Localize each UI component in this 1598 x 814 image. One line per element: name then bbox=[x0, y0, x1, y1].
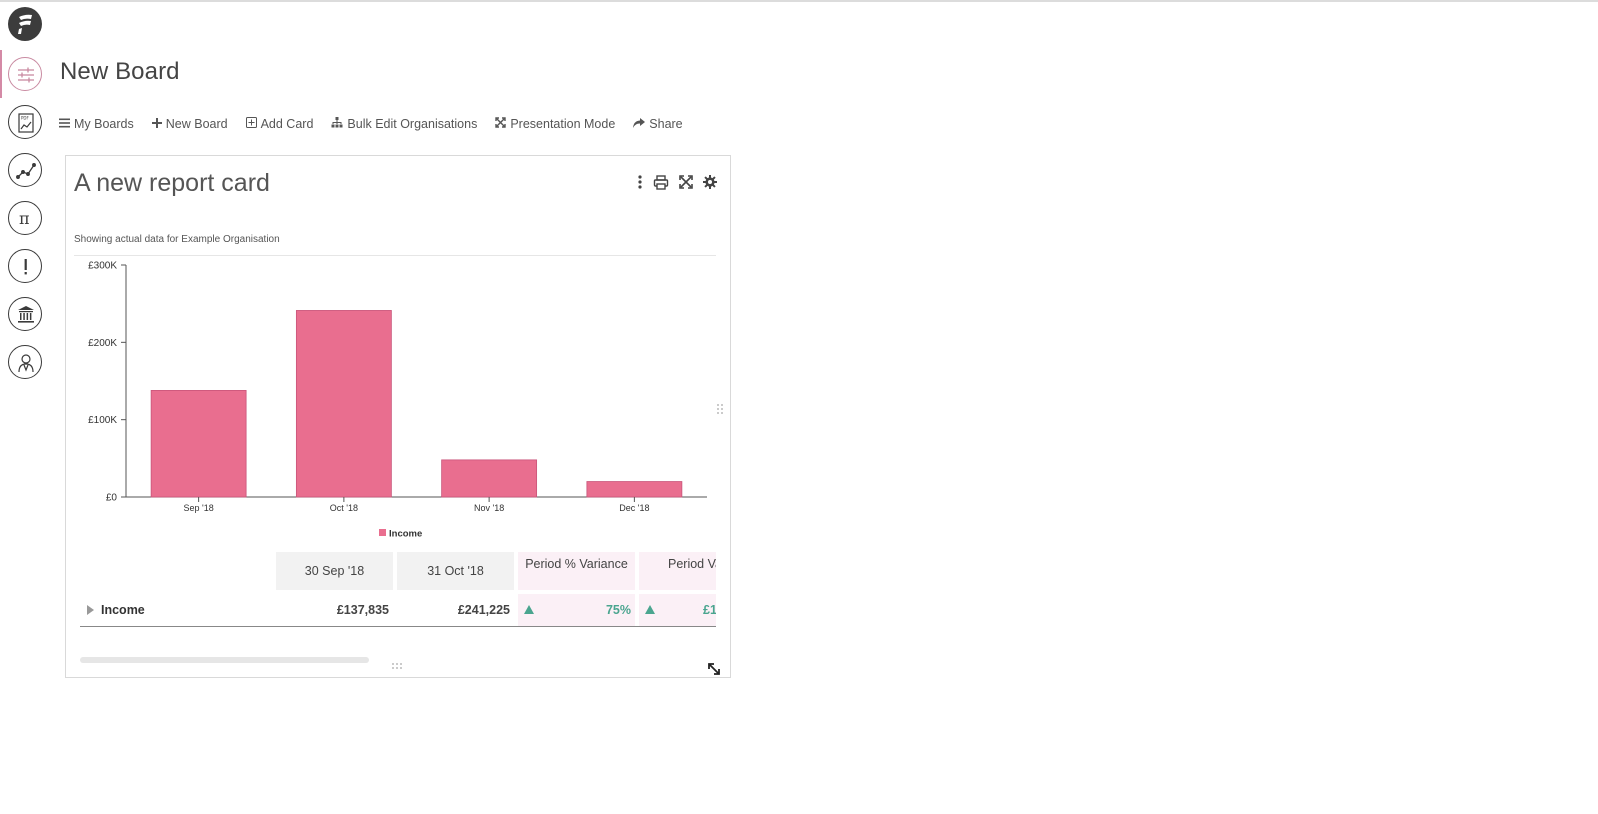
more-options-icon[interactable] bbox=[632, 174, 648, 192]
sidebar-item-organisations[interactable] bbox=[8, 297, 42, 331]
income-bar-chart: £0 £100K £200K £300K Sep '18 Oct '18 Nov '18 De… bbox=[88, 261, 707, 540]
settings-gear-icon[interactable] bbox=[702, 174, 718, 192]
cell-income-sep: £137,835 bbox=[336, 603, 389, 617]
card-divider bbox=[74, 255, 716, 256]
sidebar-item-trends[interactable] bbox=[8, 153, 42, 187]
expand-row-icon[interactable] bbox=[86, 594, 96, 626]
bottom-resize-grip-icon[interactable] bbox=[391, 662, 403, 673]
x-tick-label: Sep '18 bbox=[184, 503, 214, 513]
plus-square-icon bbox=[245, 117, 261, 131]
x-tick-label: Oct '18 bbox=[330, 503, 358, 513]
share-label: Share bbox=[649, 117, 683, 131]
variance-value: £1 bbox=[703, 603, 716, 617]
sidebar-item-users[interactable] bbox=[8, 345, 42, 379]
my-boards-label: My Boards bbox=[74, 117, 134, 131]
bulk-edit-label: Bulk Edit Organisations bbox=[347, 117, 478, 131]
column-header-period-pct-variance: Period % Variance bbox=[518, 552, 635, 590]
presentation-mode-label: Presentation Mode bbox=[510, 117, 616, 131]
increase-arrow-icon bbox=[645, 605, 655, 614]
print-icon[interactable] bbox=[653, 174, 669, 192]
bar bbox=[586, 481, 683, 498]
report-card: A new report card Showing actual data fo… bbox=[65, 155, 731, 678]
add-card-label: Add Card bbox=[260, 117, 314, 131]
table-row: Income £137,835 £241,225 75% £1 bbox=[80, 594, 716, 626]
bulk-edit-organisations-button[interactable]: Bulk Edit Organisations bbox=[331, 117, 477, 131]
column-header-31-oct: 31 Oct '18 bbox=[397, 552, 514, 590]
table-rule bbox=[80, 626, 716, 627]
sidebar-item-alerts[interactable] bbox=[8, 249, 42, 283]
column-header-30-sep: 30 Sep '18 bbox=[276, 552, 393, 590]
y-tick-label: £200K bbox=[88, 338, 117, 349]
top-divider bbox=[0, 0, 1598, 2]
x-tick-label: Nov '18 bbox=[474, 503, 504, 513]
bar bbox=[441, 459, 538, 498]
pct-variance-value: 75% bbox=[605, 603, 631, 617]
sidebar-item-boards[interactable] bbox=[8, 57, 42, 91]
presentation-mode-button[interactable]: Presentation Mode bbox=[495, 117, 615, 131]
bar bbox=[295, 310, 392, 498]
new-board-button[interactable]: New Board bbox=[151, 117, 228, 131]
new-board-label: New Board bbox=[165, 117, 228, 131]
list-icon bbox=[59, 117, 74, 131]
app-logo-icon[interactable] bbox=[8, 7, 42, 41]
share-button[interactable]: Share bbox=[633, 117, 683, 131]
active-nav-indicator bbox=[0, 50, 2, 98]
sidebar-item-formulas[interactable]: π bbox=[8, 201, 42, 235]
corner-resize-icon[interactable] bbox=[706, 661, 722, 677]
sidebar-item-pdf-reports[interactable]: PDF bbox=[8, 105, 42, 139]
x-tick-label: Dec '18 bbox=[619, 503, 649, 513]
page-title: New Board bbox=[60, 58, 180, 85]
column-header-period-variance: Period Va bbox=[639, 552, 716, 590]
y-tick-label: £0 bbox=[106, 493, 118, 504]
sidebar: PDF π bbox=[0, 0, 52, 814]
cell-income-pct-variance: 75% bbox=[518, 594, 635, 626]
legend-swatch bbox=[379, 529, 386, 536]
sitemap-icon bbox=[331, 117, 347, 131]
board-toolbar: My Boards New Board Add Card Bulk Edit O… bbox=[59, 116, 701, 132]
card-subtitle: Showing actual data for Example Organisa… bbox=[74, 234, 280, 245]
legend-label: Income bbox=[389, 529, 422, 540]
y-tick-label: £300K bbox=[88, 261, 117, 272]
y-tick-label: £100K bbox=[88, 415, 117, 426]
expand-arrows-icon bbox=[495, 117, 510, 131]
cell-income-variance: £1 bbox=[639, 594, 716, 626]
increase-arrow-icon bbox=[524, 605, 534, 614]
add-card-button[interactable]: Add Card bbox=[245, 117, 314, 131]
fullscreen-icon[interactable] bbox=[678, 174, 694, 192]
plus-icon bbox=[151, 117, 166, 131]
my-boards-button[interactable]: My Boards bbox=[59, 117, 134, 131]
right-resize-grip-icon[interactable] bbox=[716, 403, 724, 418]
row-label-income: Income bbox=[101, 603, 145, 617]
horizontal-scrollbar[interactable] bbox=[80, 657, 369, 663]
share-arrow-icon bbox=[633, 117, 649, 131]
card-title: A new report card bbox=[74, 169, 270, 197]
svg-text:PDF: PDF bbox=[21, 116, 29, 121]
cell-income-oct: £241,225 bbox=[457, 603, 510, 617]
svg-text:π: π bbox=[19, 209, 30, 228]
bar bbox=[150, 390, 247, 498]
